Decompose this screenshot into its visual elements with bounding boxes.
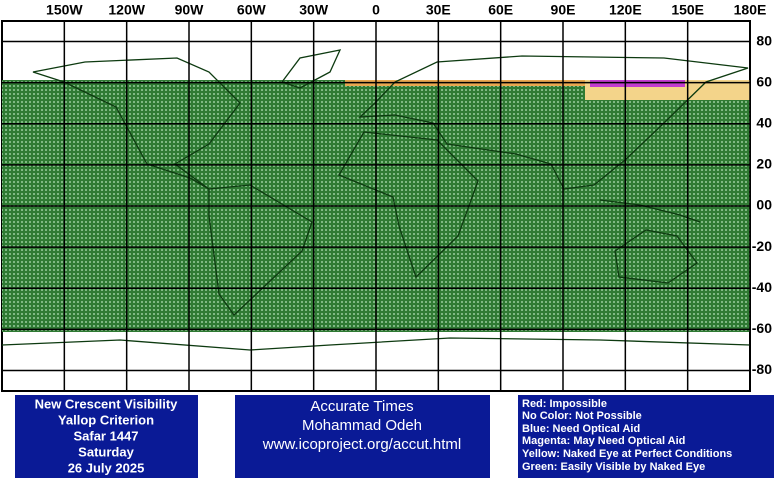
lon-label: 30E [426, 2, 451, 18]
credit-box [235, 395, 490, 478]
lon-label: 180E [734, 2, 767, 18]
magenta-zone [590, 80, 685, 87]
lon-label: 150E [671, 2, 704, 18]
lon-label: 120W [108, 2, 145, 18]
lon-label: 120E [609, 2, 642, 18]
legend-line: No Color: Not Possible [522, 410, 642, 422]
legend-line: Yellow: Naked Eye at Perfect Conditions [522, 448, 732, 460]
lat-label: 20 [756, 156, 772, 172]
legend-line: Blue: Need Optical Aid [522, 423, 640, 435]
lon-label: 60W [237, 2, 267, 18]
title-line: Saturday [78, 444, 134, 459]
title-line: New Crescent Visibility [35, 396, 179, 411]
graticule [2, 21, 751, 391]
lon-label: 90E [551, 2, 576, 18]
lat-label: 60 [756, 73, 772, 89]
lat-label: 80 [756, 32, 772, 48]
credit-line: Accurate Times [310, 398, 413, 415]
legend-line: Green: Easily Visible by Naked Eye [522, 461, 705, 473]
lon-label: 0 [372, 2, 380, 18]
credit-line: Mohammad Odeh [302, 417, 422, 434]
lat-label: -80 [752, 361, 772, 377]
credit-line: www.icoproject.org/accut.html [262, 436, 461, 453]
title-line: 26 July 2025 [68, 460, 145, 475]
lon-label: 30W [299, 2, 329, 18]
lat-label: -40 [752, 279, 772, 295]
title-line: Safar 1447 [73, 428, 138, 443]
legend-line: Red: Impossible [522, 398, 607, 410]
legend-line: Magenta: May Need Optical Aid [522, 435, 685, 447]
lat-label: 00 [756, 197, 772, 213]
lat-label: -20 [752, 238, 772, 254]
title-box [15, 395, 198, 478]
legend-box [518, 395, 774, 478]
lon-label: 60E [488, 2, 513, 18]
lon-label: 150W [46, 2, 83, 18]
lat-label: 40 [756, 114, 772, 130]
lat-label: -60 [752, 320, 772, 336]
lon-label: 90W [175, 2, 205, 18]
title-line: Yallop Criterion [58, 412, 154, 427]
